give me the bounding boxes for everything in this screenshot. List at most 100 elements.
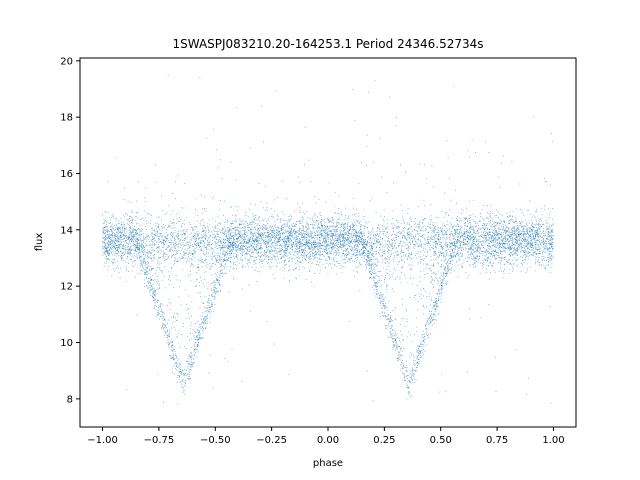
data-point <box>363 246 365 247</box>
data-point <box>532 237 534 238</box>
data-point <box>405 309 407 311</box>
data-point <box>131 232 133 233</box>
data-point <box>394 339 396 341</box>
data-point <box>179 367 181 369</box>
data-point <box>142 247 144 249</box>
data-point <box>283 239 285 241</box>
data-point <box>302 244 304 245</box>
data-point <box>277 252 279 253</box>
data-point <box>351 229 353 230</box>
data-point <box>198 245 200 247</box>
data-point <box>277 234 279 236</box>
data-point <box>432 306 434 307</box>
data-point <box>352 236 354 238</box>
data-point <box>533 224 535 226</box>
data-point <box>336 245 338 247</box>
data-point <box>280 257 282 259</box>
data-point <box>383 226 385 227</box>
data-point <box>461 254 463 256</box>
data-point <box>437 298 439 299</box>
data-point <box>386 227 387 228</box>
data-point <box>440 239 442 240</box>
data-point <box>295 278 297 280</box>
data-point <box>187 308 189 309</box>
data-point <box>494 229 495 231</box>
data-point <box>131 256 133 258</box>
data-point <box>369 259 371 260</box>
data-point <box>374 263 376 265</box>
data-point <box>198 237 200 239</box>
data-point <box>343 236 345 238</box>
data-point <box>107 251 108 252</box>
data-point <box>540 218 541 220</box>
data-point <box>483 219 484 221</box>
data-point <box>513 250 515 252</box>
data-point <box>249 254 251 255</box>
data-point <box>152 255 154 256</box>
data-point <box>229 242 231 244</box>
data-point <box>507 216 508 218</box>
data-point <box>411 354 412 356</box>
data-point <box>365 239 366 241</box>
data-point <box>444 256 446 258</box>
data-point <box>219 270 221 272</box>
data-point <box>344 255 346 257</box>
data-point <box>528 236 530 238</box>
data-point <box>493 251 495 252</box>
data-point <box>320 222 321 224</box>
data-point <box>102 241 104 243</box>
data-point <box>151 252 153 254</box>
data-point <box>233 232 235 233</box>
data-point <box>487 234 489 235</box>
data-point <box>472 199 474 201</box>
data-point <box>116 232 118 234</box>
data-point <box>188 376 190 377</box>
data-point <box>448 259 450 261</box>
data-point <box>449 178 450 180</box>
data-point <box>538 249 540 251</box>
data-point <box>336 241 338 243</box>
data-point <box>304 250 306 252</box>
data-point <box>415 240 416 242</box>
data-point <box>551 267 553 268</box>
data-point <box>410 233 412 234</box>
data-point <box>311 244 312 246</box>
data-point <box>152 249 154 251</box>
data-point <box>335 236 337 237</box>
data-point <box>528 247 530 249</box>
data-point <box>300 243 301 245</box>
data-point <box>511 161 513 163</box>
data-point <box>299 241 301 242</box>
data-point <box>117 238 119 240</box>
data-point <box>354 240 356 242</box>
data-point <box>148 239 150 240</box>
data-point <box>231 250 233 251</box>
data-point <box>340 240 342 242</box>
data-point <box>530 227 531 229</box>
data-point <box>469 265 470 267</box>
data-point <box>363 254 365 256</box>
data-point <box>277 239 278 241</box>
data-point <box>437 234 439 236</box>
data-point <box>492 236 494 238</box>
data-point <box>326 246 328 247</box>
data-point <box>119 227 121 228</box>
data-point <box>233 279 235 280</box>
data-point <box>204 315 206 317</box>
data-point <box>405 238 406 240</box>
data-point <box>156 247 158 248</box>
data-point <box>438 280 439 282</box>
data-point <box>438 230 440 232</box>
data-point <box>175 368 177 370</box>
data-point <box>170 232 172 234</box>
data-point <box>429 247 430 249</box>
data-point <box>226 229 228 231</box>
data-point <box>298 255 300 257</box>
data-point <box>250 222 252 223</box>
data-point <box>195 336 197 338</box>
data-point <box>390 234 392 236</box>
data-point <box>545 247 546 249</box>
data-point <box>327 225 328 227</box>
data-point <box>505 248 506 250</box>
data-point <box>154 305 156 306</box>
